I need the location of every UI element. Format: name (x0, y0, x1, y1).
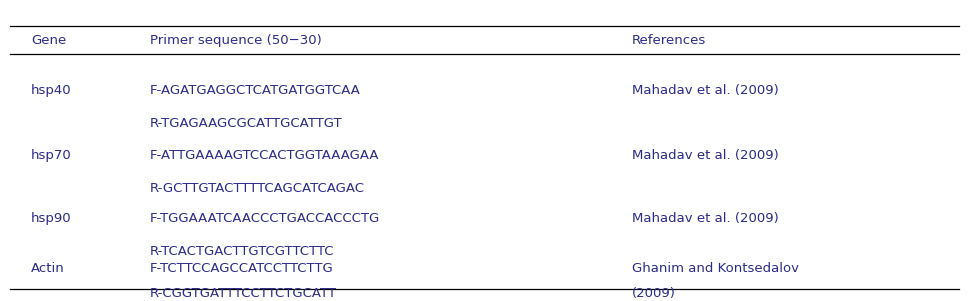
Text: Mahadav et al. (2009): Mahadav et al. (2009) (632, 212, 778, 225)
Text: Actin: Actin (31, 262, 65, 275)
Text: R-CGGTGATTTCCTTCTGCATT: R-CGGTGATTTCCTTCTGCATT (150, 287, 337, 300)
Text: Ghanim and Kontsedalov: Ghanim and Kontsedalov (632, 262, 798, 275)
Text: (2009): (2009) (632, 287, 675, 299)
Text: Gene: Gene (31, 34, 66, 47)
Text: hsp90: hsp90 (31, 212, 72, 225)
Text: R-TGAGAAGCGCATTGCATTGT: R-TGAGAAGCGCATTGCATTGT (150, 117, 343, 130)
Text: F-TCTTCCAGCCATCCTTCTTG: F-TCTTCCAGCCATCCTTCTTG (150, 262, 334, 275)
Text: R-GCTTGTACTTTTCAGCATCAGAC: R-GCTTGTACTTTTCAGCATCAGAC (150, 182, 365, 195)
Text: Mahadav et al. (2009): Mahadav et al. (2009) (632, 149, 778, 162)
Text: hsp40: hsp40 (31, 84, 72, 97)
Text: R-TCACTGACTTGTCGTTCTTC: R-TCACTGACTTGTCGTTCTTC (150, 245, 334, 258)
Text: Mahadav et al. (2009): Mahadav et al. (2009) (632, 84, 778, 97)
Text: Primer sequence (50−30): Primer sequence (50−30) (150, 34, 322, 47)
Text: F-AGATGAGGCTCATGATGGTCAA: F-AGATGAGGCTCATGATGGTCAA (150, 84, 361, 97)
Text: F-TGGAAATCAACCCTGACCACCCTG: F-TGGAAATCAACCCTGACCACCCTG (150, 212, 381, 225)
Text: F-ATTGAAAAGTCCACTGGTAAAGAA: F-ATTGAAAAGTCCACTGGTAAAGAA (150, 149, 380, 162)
Text: hsp70: hsp70 (31, 149, 72, 162)
Text: References: References (632, 34, 706, 47)
